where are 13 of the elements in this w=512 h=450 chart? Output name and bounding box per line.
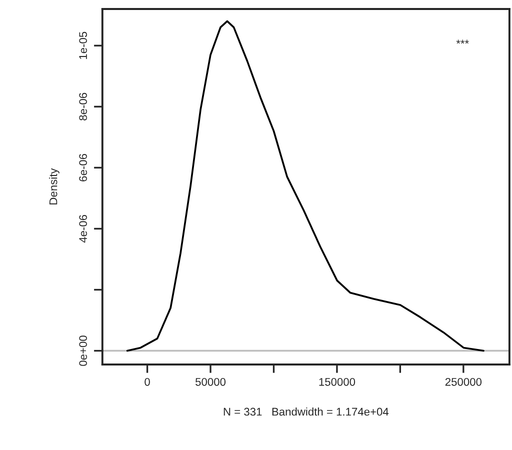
x-tick-label: 250000 [445, 378, 482, 386]
y-tick-label: 4e-06 [79, 214, 88, 243]
y-tick-label: 6e-06 [79, 154, 88, 182]
y-axis-title: Density [49, 168, 60, 204]
y-tick-label: 8e-06 [79, 92, 88, 120]
x-tick-label: 0 [144, 378, 150, 386]
x-tick-label: 150000 [319, 378, 356, 386]
text: 0e+00 [79, 336, 88, 366]
y-tick-label: 1e-05 [79, 32, 88, 59]
x-axis-title: N = 331 Bandwidth = 1.174e+04 [224, 407, 389, 416]
line-series [126, 20, 484, 352]
x-tick-label: 50000 [196, 378, 226, 386]
annotation: *** [456, 40, 469, 44]
